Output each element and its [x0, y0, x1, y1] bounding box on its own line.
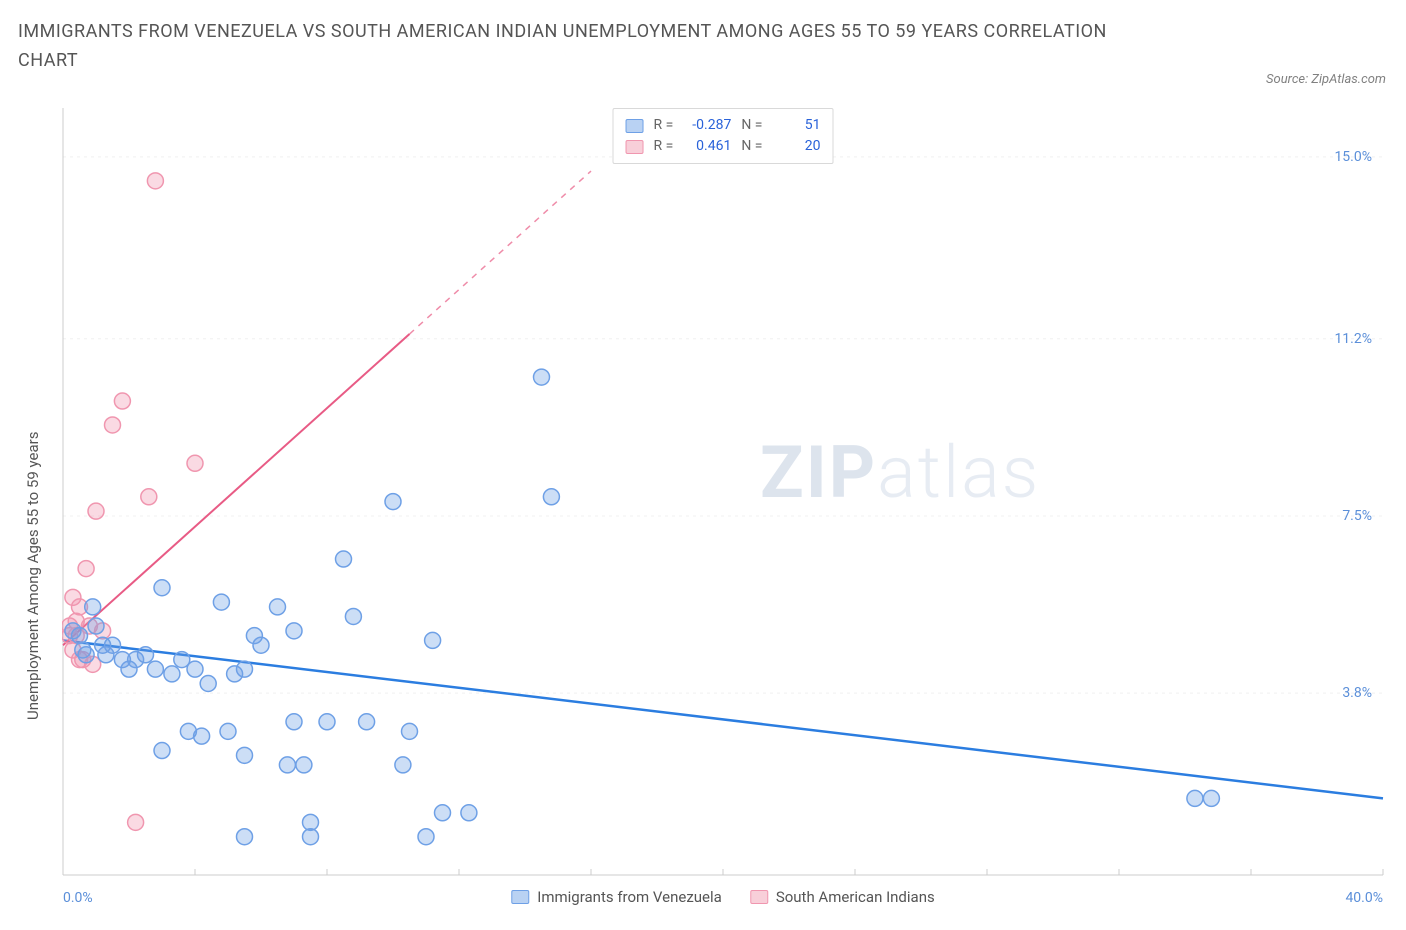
chart-area: R =-0.287N =51R =0.461N =20 3.8% 7.5% 11.2…: [62, 108, 1384, 876]
legend-stats-box: R =-0.287N =51R =0.461N =20: [613, 108, 834, 164]
y-axis-label: Unemployment Among Ages 55 to 59 years: [24, 432, 42, 720]
legend-stats-row: R =-0.287N =51: [626, 115, 821, 136]
y-tick-label: 11.2%: [1334, 331, 1372, 347]
x-legend-item: Immigrants from Venezuela: [511, 888, 722, 906]
legend-swatch: [626, 119, 644, 133]
y-tick-label: 3.8%: [1342, 685, 1372, 701]
legend-swatch: [511, 890, 529, 904]
x-tick-label: 0.0%: [63, 890, 93, 906]
x-legend-item: South American Indians: [750, 888, 935, 906]
scatter-plot: [62, 108, 1384, 876]
chart-title: IMMIGRANTS FROM VENEZUELA VS SOUTH AMERI…: [18, 18, 1118, 76]
x-axis-legend: Immigrants from Venezuela South American …: [511, 888, 934, 906]
legend-stats-row: R =0.461N =20: [626, 136, 821, 157]
x-tick-label: 40.0%: [1345, 890, 1383, 906]
legend-swatch: [750, 890, 768, 904]
y-tick-label: 7.5%: [1342, 508, 1372, 524]
legend-swatch: [626, 140, 644, 154]
source-attribution: Source: ZipAtlas.com: [1266, 72, 1386, 87]
y-tick-label: 15.0%: [1334, 149, 1372, 165]
